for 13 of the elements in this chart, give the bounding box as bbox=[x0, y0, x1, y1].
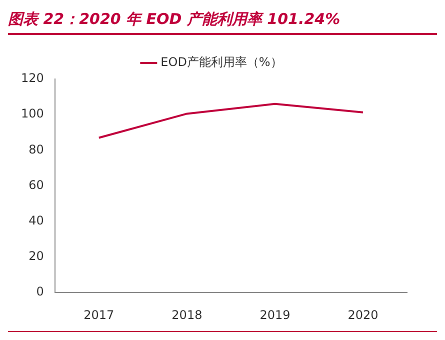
y-tick-label: 100 bbox=[21, 106, 44, 121]
x-tick-label: 2018 bbox=[172, 308, 202, 322]
y-tick-label: 20 bbox=[28, 249, 44, 264]
legend-label: EOD产能利用率（%） bbox=[160, 55, 282, 70]
chart-title: 图表 22：2020 年 EOD 产能利用率 101.24% bbox=[8, 8, 437, 35]
y-tick-label: 60 bbox=[28, 178, 44, 192]
y-tick-label: 120 bbox=[21, 71, 44, 86]
x-tick-label: 2019 bbox=[260, 308, 290, 322]
x-tick-label: 2017 bbox=[84, 308, 114, 322]
y-tick-label: 0 bbox=[36, 284, 44, 299]
y-tick-label: 80 bbox=[28, 142, 44, 156]
y-tick-label: 40 bbox=[28, 214, 44, 228]
x-tick-label: 2020 bbox=[348, 308, 378, 322]
